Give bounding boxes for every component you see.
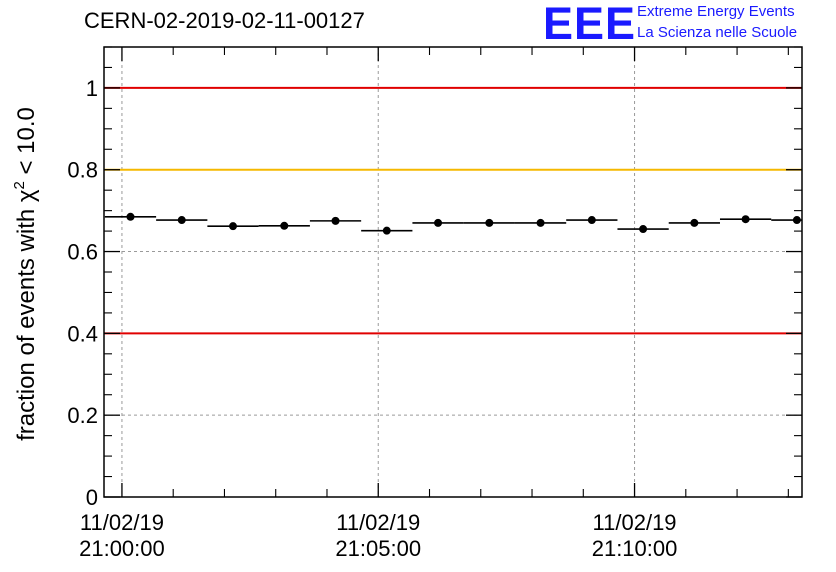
x-tick-label-date: 11/02/19 — [336, 510, 420, 535]
data-point — [639, 225, 648, 234]
chart-title: CERN-02-2019-02-11-00127 — [84, 8, 365, 33]
axis-layer: 00.20.40.60.8111/02/1921:00:0011/02/1921… — [67, 46, 802, 561]
x-tick-label-time: 21:00:00 — [79, 536, 165, 561]
data-point — [126, 212, 135, 221]
y-axis-label-main: fraction of events with χ — [13, 189, 40, 441]
data-point — [177, 216, 186, 225]
x-tick-label-time: 21:10:00 — [592, 536, 678, 561]
data-point — [382, 226, 391, 235]
y-tick-label: 0.8 — [67, 158, 98, 183]
data-point — [229, 222, 238, 231]
plot-frame — [103, 46, 803, 498]
x-tick-label-time: 21:05:00 — [335, 536, 421, 561]
y-axis-label: fraction of events with χ2 < 10.0 — [11, 107, 40, 441]
data-point — [741, 215, 750, 224]
data-point — [690, 218, 699, 227]
data-layer — [104, 212, 802, 235]
eee-logo: EEE — [543, 0, 637, 49]
data-point — [280, 221, 289, 230]
data-point — [434, 218, 443, 227]
data-point — [587, 216, 596, 225]
y-tick-label: 0.2 — [67, 403, 98, 428]
y-tick-label: 0 — [86, 485, 98, 510]
logo-subtitle-line1: Extreme Energy Events — [637, 3, 795, 20]
y-axis-label-tail: < 10.0 — [13, 107, 40, 181]
threshold-layer — [104, 86, 802, 335]
data-point — [485, 218, 494, 227]
y-tick-label: 0.6 — [67, 240, 98, 265]
x-tick-label-date: 11/02/19 — [80, 510, 164, 535]
y-tick-label: 0.4 — [67, 321, 98, 346]
y-axis-label-superscript: 2 — [11, 181, 28, 189]
y-tick-label: 1 — [86, 76, 98, 101]
x-tick-label-date: 11/02/19 — [593, 510, 677, 535]
logo-subtitle-line2: La Scienza nelle Scuole — [637, 24, 798, 41]
data-point — [792, 216, 801, 225]
data-point — [536, 218, 545, 227]
grid-layer — [104, 47, 802, 497]
data-point — [331, 216, 340, 225]
